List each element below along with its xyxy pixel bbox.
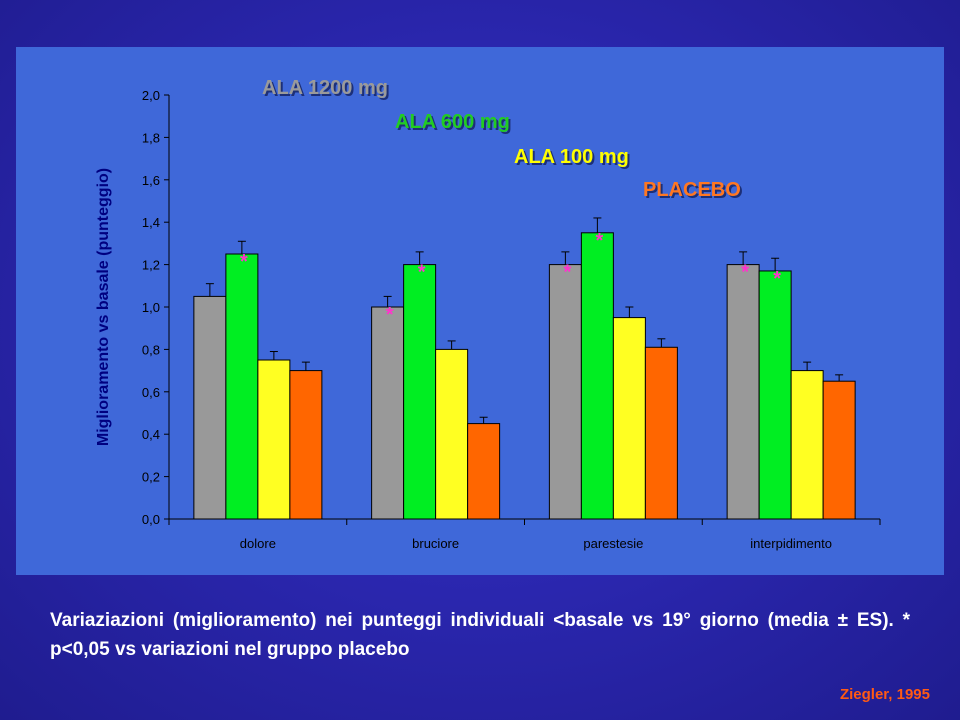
significance-marker: * — [240, 251, 248, 273]
y-tick-label: 0,4 — [142, 427, 160, 442]
x-tick-label: parestesie — [583, 536, 643, 551]
x-tick-label: bruciore — [412, 536, 459, 551]
legend-label: ALA 100 mg — [514, 146, 629, 168]
significance-marker: * — [563, 262, 571, 284]
bar — [372, 307, 404, 519]
significance-marker: * — [418, 262, 426, 284]
chart-panel: 0,0 0,2 0,4 0,6 0,8 1,0 1,2 1,4 1,6 1,8 2,0 Miglior… — [16, 47, 944, 575]
bar-chart: 0,0 0,2 0,4 0,6 0,8 1,0 1,2 1,4 1,6 1,8 2,0 Miglior… — [16, 47, 944, 575]
y-tick-label: 1,2 — [142, 258, 160, 273]
legend-label: ALA 600 mg — [395, 111, 510, 133]
y-axis-label: Miglioramento vs basale (punteggio) — [95, 168, 112, 446]
significance-marker: * — [741, 262, 749, 284]
bar — [613, 318, 645, 519]
figure-caption: Variaziazioni (miglioramento) nei punteg… — [50, 606, 910, 664]
legend-label: ALA 1200 mg — [262, 77, 388, 99]
bar — [226, 254, 258, 519]
bar — [290, 371, 322, 519]
bar — [404, 265, 436, 519]
bar — [823, 381, 855, 519]
y-tick-label: 0,0 — [142, 512, 160, 527]
bar — [581, 233, 613, 519]
bar — [759, 271, 791, 519]
bar — [791, 371, 823, 519]
bar — [468, 424, 500, 519]
y-tick-label: 1,4 — [142, 215, 160, 230]
y-tick-label: 0,2 — [142, 470, 160, 485]
significance-marker: * — [386, 304, 394, 326]
bar — [549, 265, 581, 519]
significance-marker: * — [595, 230, 603, 252]
bar — [194, 296, 226, 519]
y-tick-label: 1,0 — [142, 300, 160, 315]
bar — [436, 349, 468, 519]
bar — [258, 360, 290, 519]
legend-label: PLACEBO — [643, 179, 741, 201]
y-tick-label: 1,8 — [142, 130, 160, 145]
source-citation: Ziegler, 1995 — [840, 686, 930, 703]
bar — [645, 347, 677, 519]
x-tick-label: interpidimento — [750, 536, 832, 551]
y-tick-label: 1,6 — [142, 173, 160, 188]
significance-marker: * — [773, 268, 781, 290]
x-tick-label: dolore — [240, 536, 276, 551]
y-tick-label: 0,8 — [142, 342, 160, 357]
bar — [727, 265, 759, 519]
y-tick-label: 0,6 — [142, 385, 160, 400]
y-tick-label: 2,0 — [142, 88, 160, 103]
